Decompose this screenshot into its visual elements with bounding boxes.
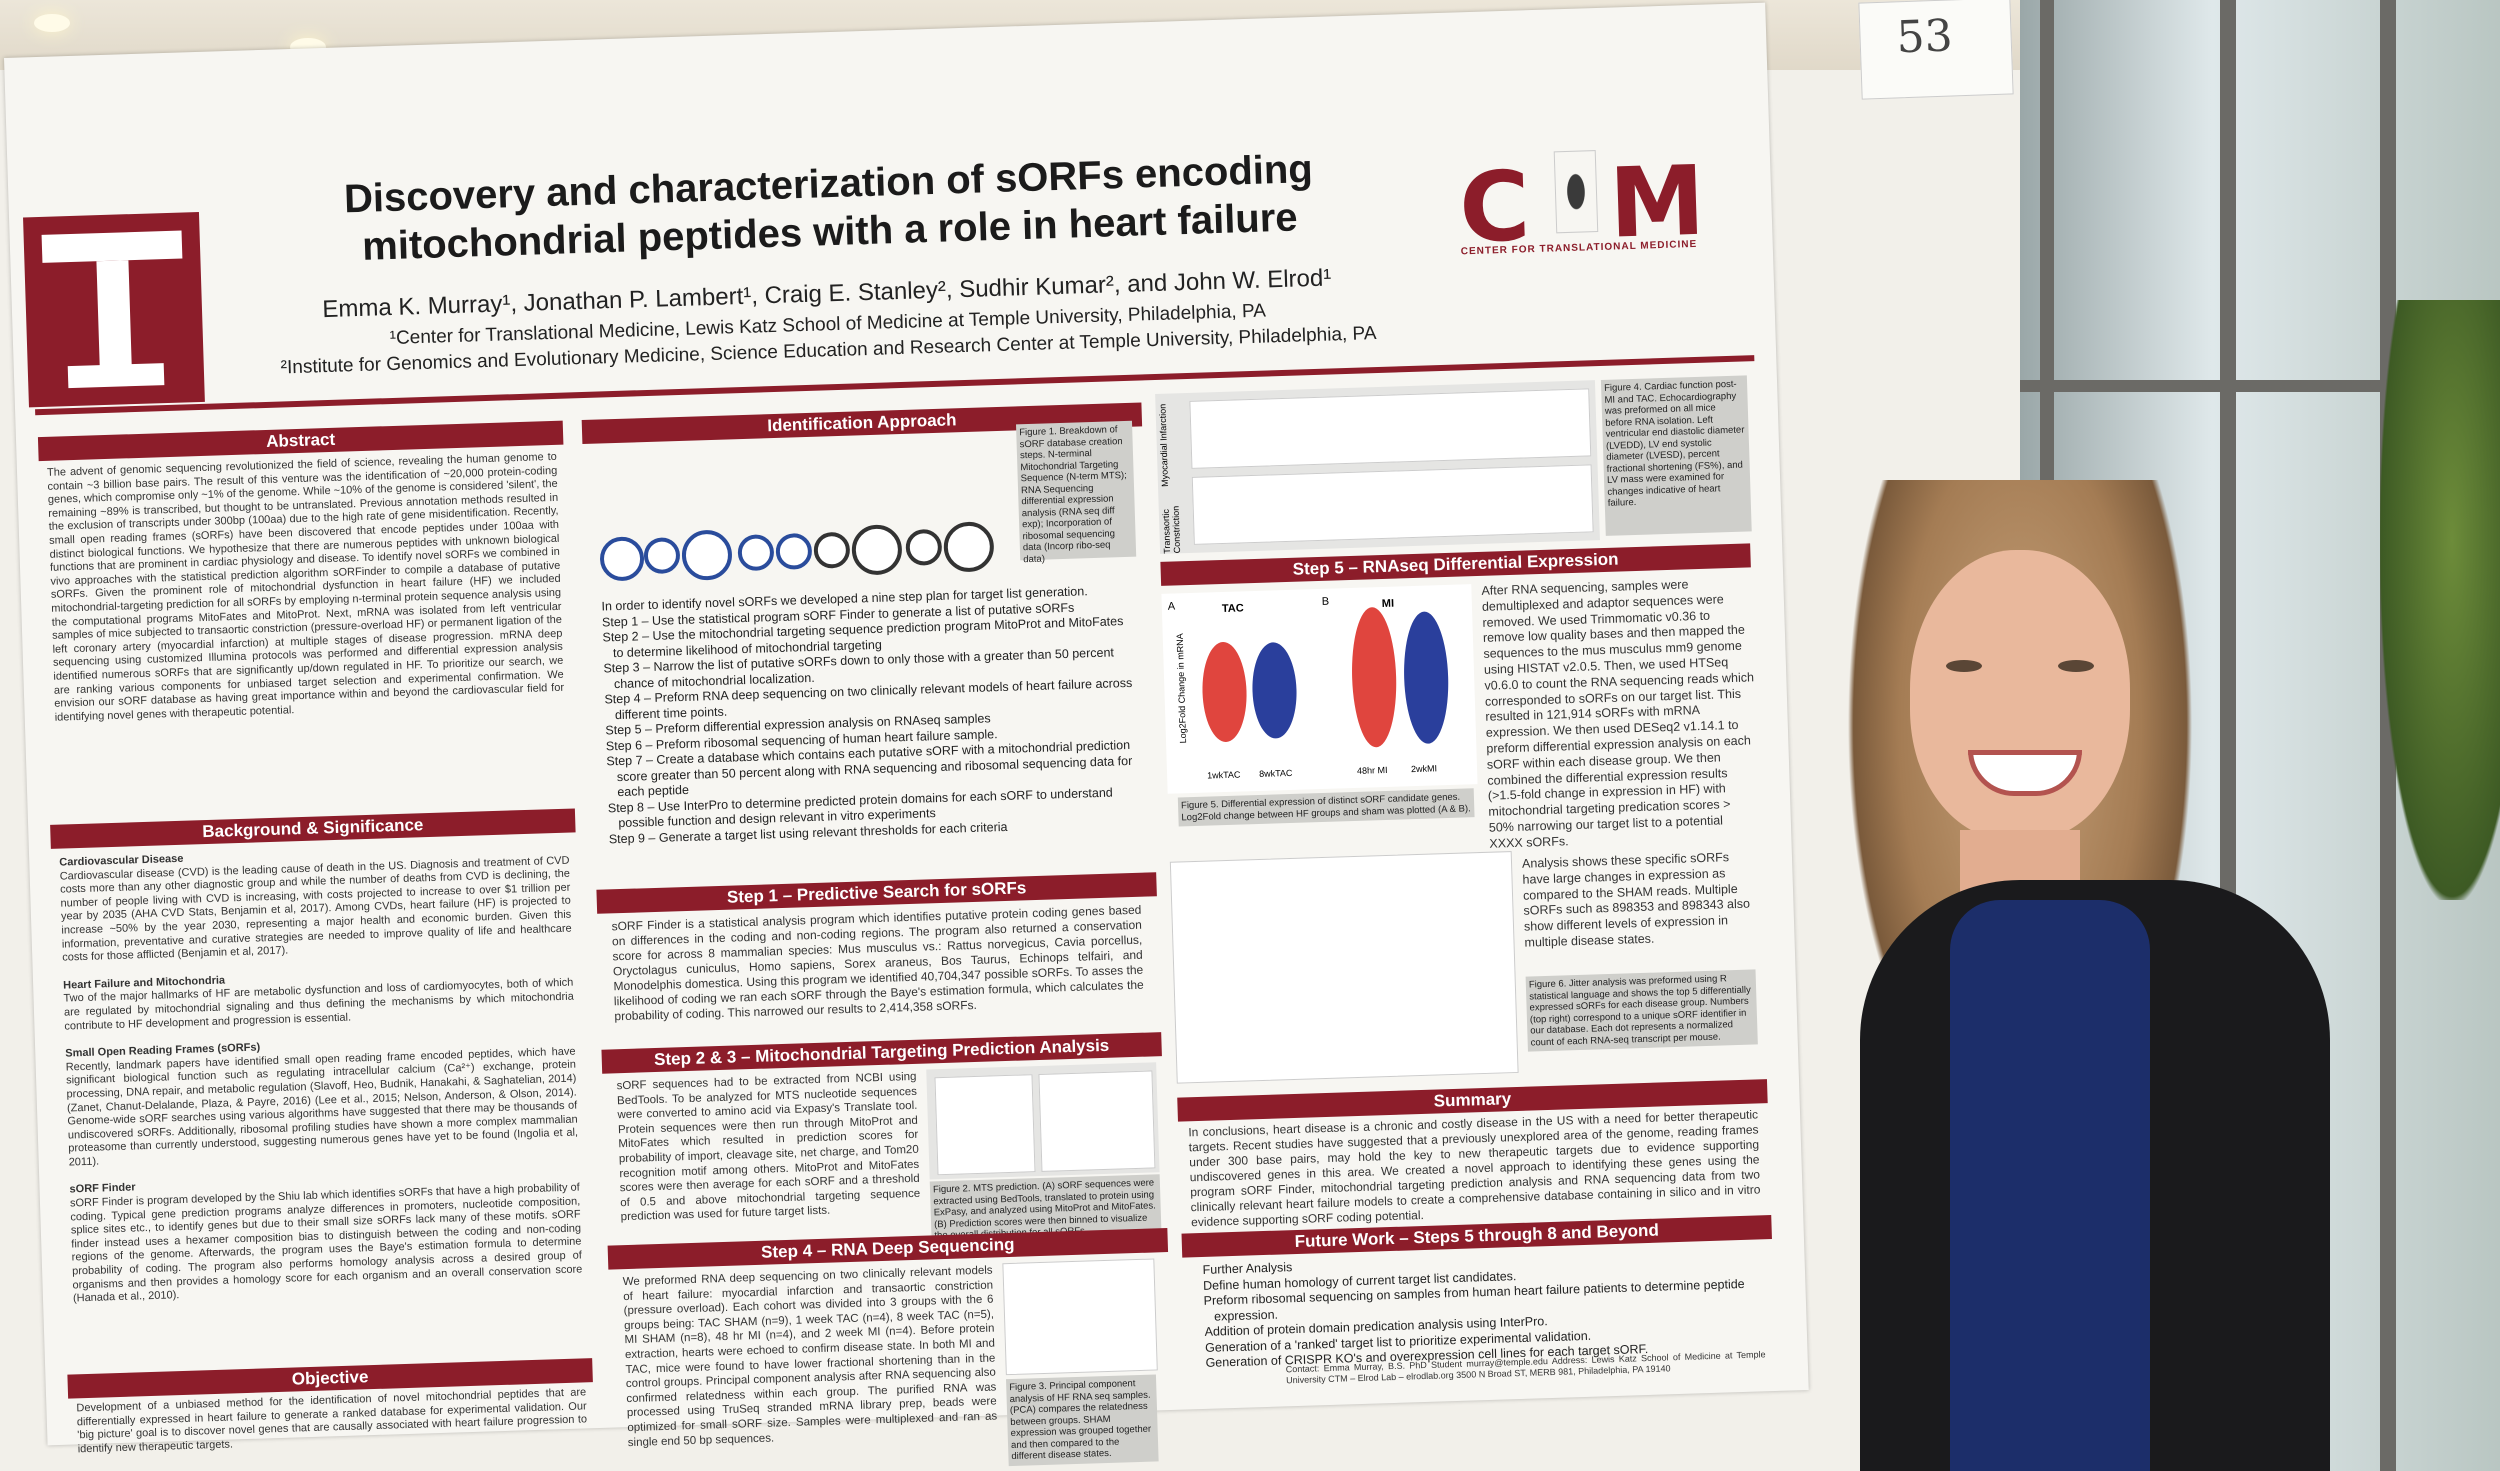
research-poster: Discovery and characterization of sORFs …: [4, 2, 1809, 1466]
presenter-face: [1910, 550, 2130, 840]
summary-text: In conclusions, heart disease is a chron…: [1188, 1107, 1761, 1230]
fig4-caption: Figure 4. Cardiac function post-MI and T…: [1600, 375, 1752, 536]
presenter-smile: [1968, 750, 2082, 796]
poster-sheet: Discovery and characterization of sORFs …: [4, 2, 1809, 1466]
fig5-title-b: MI: [1382, 598, 1395, 610]
fig5-ylabel: Log2Fold Change in mRNA: [1175, 633, 1188, 743]
presenter-eye: [2058, 660, 2094, 672]
address-label: Address:: [1551, 1354, 1588, 1367]
fig5-cloud-8wktac: [1252, 642, 1297, 739]
bg-paragraph-cvd: Cardiovascular disease (CVD) is the lead…: [59, 854, 572, 964]
bg-paragraph-sorf: Recently, landmark papers have identifie…: [65, 1045, 579, 1169]
fig5-caption: Figure 5. Differential expression of dis…: [1177, 788, 1475, 827]
fig2-flow-panel: [934, 1074, 1036, 1176]
fig5-cloud-2wkmi: [1404, 611, 1449, 744]
fig5-title-a: TAC: [1222, 602, 1244, 615]
ctm-logo: C M CENTER FOR TRANSLATIONAL MEDICINE: [1458, 144, 1721, 265]
fig3-pca-plot: [1002, 1258, 1158, 1376]
pipeline-step-circle: [943, 521, 995, 573]
pipeline-step-circle: [813, 531, 851, 569]
pipeline-step-circle: [775, 532, 813, 570]
pipeline-diagram: [596, 424, 1021, 587]
step5-text: After RNA sequencing, samples were demul…: [1481, 577, 1755, 851]
step-list: In order to identify novel sORFs we deve…: [601, 583, 1139, 848]
contact-label: Contact:: [1285, 1363, 1320, 1375]
contact-role: PhD Student: [1409, 1358, 1463, 1371]
ceiling-light: [34, 14, 70, 32]
fig6-jitter-grid: [1169, 851, 1519, 1084]
fig5-panel-b: B: [1322, 596, 1330, 608]
pipeline-step-circle: [851, 524, 903, 576]
pipeline-step-circle: [737, 534, 775, 572]
jitter-text: Analysis shows these specific sORFs have…: [1521, 850, 1751, 950]
bg-paragraph-finder: sORF Finder is program developed by the …: [69, 1181, 583, 1305]
fig4-row-label: Myocardial Infarction: [1157, 403, 1171, 487]
pipeline-step-circle: [681, 529, 733, 581]
pipeline-step-circle: [599, 536, 645, 582]
presenter-person: [1740, 480, 2500, 1471]
presenter-eye: [1946, 660, 1982, 672]
pipeline-step-circle: [643, 537, 681, 575]
fig2-diagram: [926, 1062, 1160, 1180]
fig5-cat-label: 2wkMI: [1411, 763, 1437, 774]
presenter-blue-top: [1950, 900, 2150, 1471]
fig4-echo-panel: Myocardial Infarction Transaortic Constr…: [1155, 380, 1600, 554]
fig5-cat-label: 1wkTAC: [1207, 770, 1241, 781]
step1-text: sORF Finder is a statistical analysis pr…: [611, 902, 1144, 1024]
fig2-histogram-panel: [1038, 1070, 1156, 1172]
background-text: Cardiovascular Disease Cardiovascular di…: [59, 841, 583, 1307]
fig5-panel-a: A: [1168, 600, 1176, 612]
fig4-row-label: Transaortic Constriction: [1160, 505, 1183, 554]
abstract-text: The advent of genomic sequencing revolut…: [46, 450, 565, 724]
fig6-caption: Figure 6. Jitter analysis was preformed …: [1525, 969, 1758, 1052]
step23-text: sORF sequences had to be extracted from …: [616, 1070, 921, 1224]
fig4-tac-bars: [1191, 464, 1594, 545]
fig5-svg: A TAC B MI 1wkTAC 8wkTAC 48hr MI 2wkMI L…: [1168, 596, 1449, 781]
tree-outside: [2380, 300, 2500, 900]
fig5-cloud-1wktac: [1202, 641, 1247, 742]
pipeline-step-circle: [905, 528, 943, 566]
number-card-text: 53: [1895, 10, 1954, 64]
fig5-chart: A TAC B MI 1wkTAC 8wkTAC 48hr MI 2wkMI L…: [1161, 584, 1478, 794]
step4-text: We preformed RNA deep sequencing on two …: [622, 1264, 998, 1449]
fig1-caption: Figure 1. Breakdown of sORF database cre…: [1016, 420, 1137, 565]
poster-title: Discovery and characterization of sORFs …: [278, 143, 1380, 274]
runner-figure-icon: [1553, 150, 1599, 234]
temple-t-logo: [23, 211, 205, 408]
fig4-mi-bars: [1189, 388, 1592, 469]
fig5-cat-label: 48hr MI: [1357, 765, 1388, 776]
fig3-caption: Figure 3. Principal component analysis o…: [1005, 1374, 1159, 1466]
fig5-cloud-48hmi: [1352, 607, 1397, 748]
fig5-cat-label: 8wkTAC: [1259, 768, 1293, 779]
number-card: 53: [1858, 0, 2014, 100]
